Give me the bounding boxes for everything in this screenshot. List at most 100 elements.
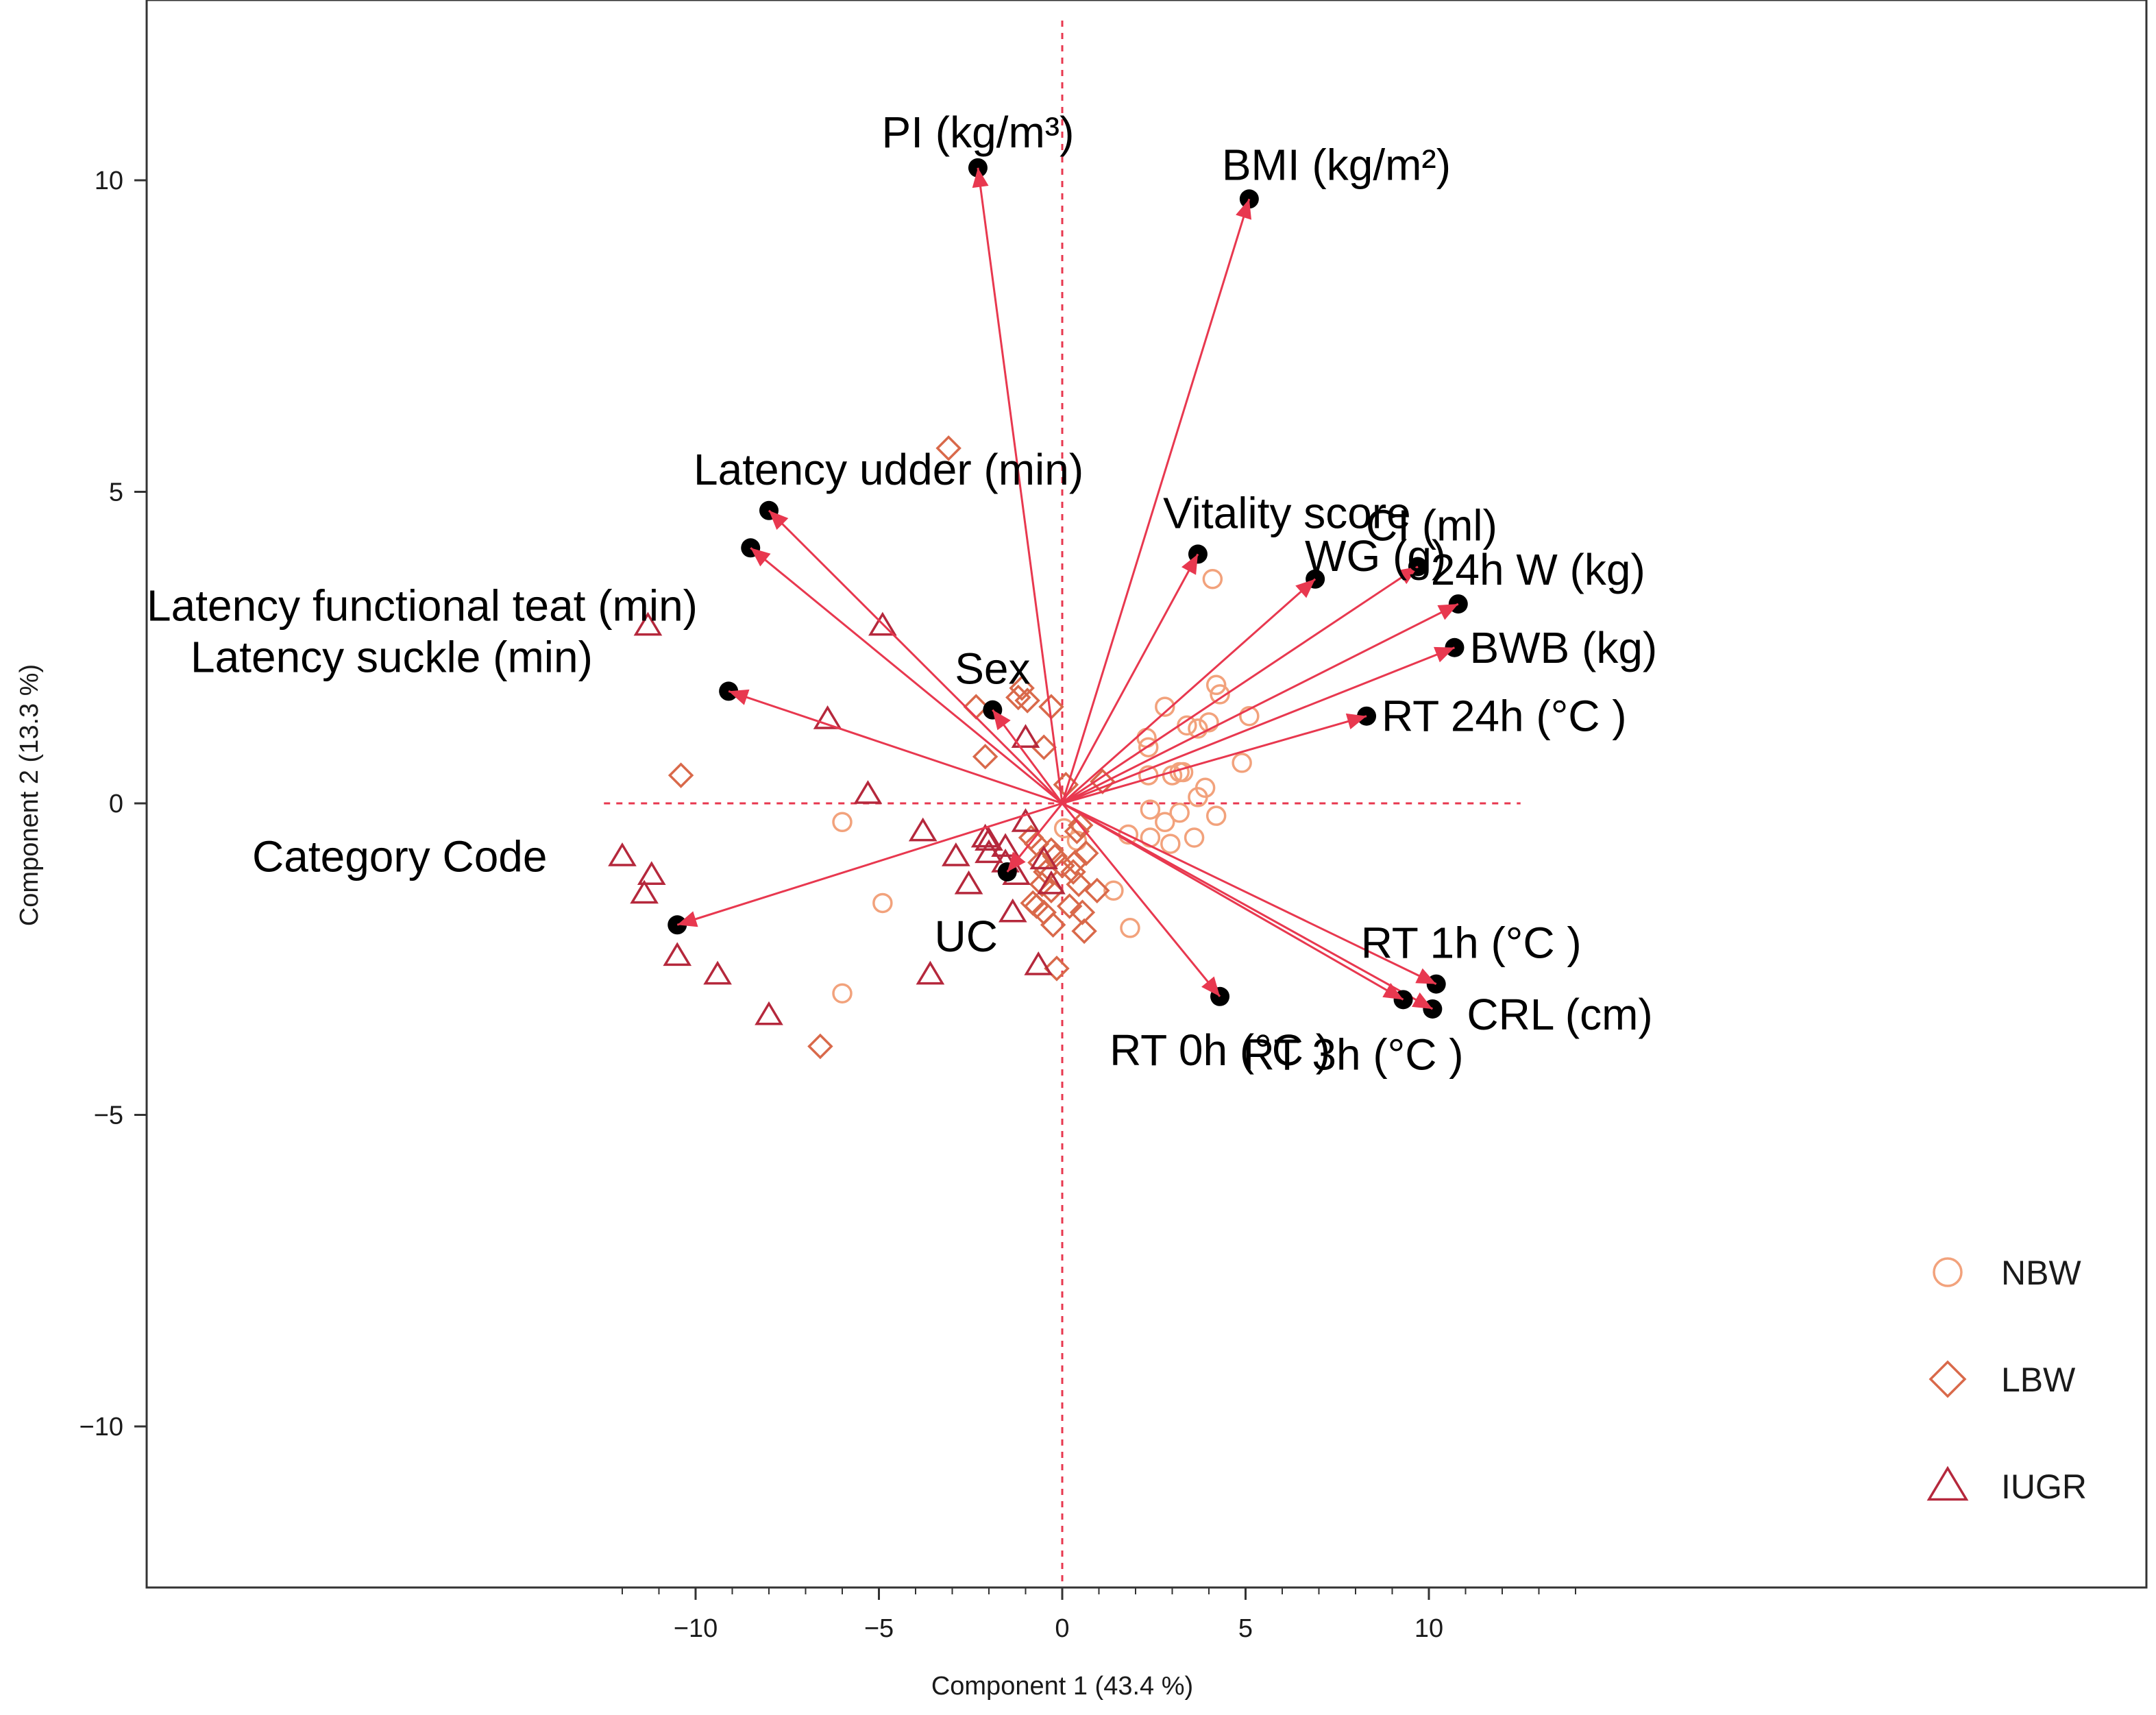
point-lbw [1005,684,1031,711]
loading-label: RT 0h (°C ) [1110,1025,1330,1075]
loading-label: RT 1h (°C ) [1361,919,1582,968]
loading-arrow [1061,198,1251,804]
point-iugr [813,705,842,729]
point-iugr [975,827,1003,851]
x-tick-label: −5 [864,1614,894,1643]
arrow-head [769,510,789,531]
point-nbw [1239,705,1260,727]
loading-arrow [1062,802,1434,1010]
point-nbw [1169,802,1190,823]
loading-label: Latency udder (min) [694,445,1083,494]
arrow-head [1295,579,1316,598]
point-iugr [608,842,637,866]
point-iugr [916,960,945,985]
point-nbw [1232,753,1252,773]
point-nbw [1205,805,1227,826]
loading-arrow [1062,646,1456,805]
point-lbw [1014,688,1040,714]
arrow-head [728,689,750,705]
point-nbw [1184,827,1205,848]
loading-label: PI (kg/m³) [882,108,1075,157]
loading-arrow [1061,803,1221,997]
legend-marker-lbw [1928,1360,1967,1398]
loading-label: UC [935,912,998,961]
loading-label: RT 3h (°C ) [1243,1030,1464,1079]
arrow-head [1412,992,1433,1009]
legend-label-lbw: LBW [2001,1361,2076,1399]
point-lbw [1069,899,1096,925]
loading-label: WG (g) [1305,531,1446,581]
point-nbw [1160,834,1181,854]
point-lbw [1009,675,1035,701]
arrow-head [677,911,698,927]
loading-labels: PI (kg/m³) BMI (kg/m²) Latency udder (min)… [147,108,1657,1080]
loading-arrow [1062,603,1459,805]
x-axis: −10 −5 0 5 10 [147,1586,2146,1643]
loading-label: Category Code [252,831,547,881]
legend-marker-iugr [1926,1465,1969,1501]
point-lbw [1062,849,1088,876]
y-tick-label: −10 [79,1413,123,1442]
legend-marker-nbw [1933,1257,1963,1287]
point-nbw [1205,674,1227,696]
point-iugr [1029,845,1059,870]
x-tick-label: −10 [674,1614,718,1643]
arrow-head [1382,982,1404,1000]
point-lbw [1066,871,1092,897]
point-nbw [1210,684,1230,705]
point-nbw [1138,737,1159,757]
point-nbw [1199,712,1219,733]
point-iugr [1011,724,1040,748]
loading-arrow [1061,553,1199,804]
arrow-head [972,167,989,188]
point-nbw [832,812,853,833]
arrow-head [750,548,771,567]
x-tick-label: 0 [1055,1614,1069,1643]
observation-points [608,435,1260,1060]
loading-label: Sex [955,644,1030,694]
point-nbw [1155,696,1175,717]
point-lbw [972,744,999,770]
point-iugr [630,879,659,904]
y-tick-label: 5 [109,478,123,507]
point-lbw [667,762,694,788]
point-nbw [1140,799,1161,820]
point-iugr [954,870,983,895]
point-iugr [1024,951,1053,975]
loading-label: Latency functional teat (min) [147,581,698,630]
x-axis-title: Component 1 (43.4 %) [931,1672,1193,1701]
legend: NBW LBW IUGR [1926,1254,2087,1506]
x-tick-label: 5 [1238,1614,1253,1643]
loading-arrow [992,709,1064,804]
point-iugr [633,611,663,636]
point-iugr [868,611,897,636]
point-iugr [755,1001,783,1025]
loading-arrow [1062,578,1316,805]
point-nbw [1103,880,1124,901]
loading-label: CRL (cm) [1467,990,1652,1039]
loading-label: BWB (kg) [1469,623,1657,672]
loading-arrow [728,690,1063,805]
point-lbw [935,435,961,461]
arrow-head [1433,646,1455,663]
point-iugr [998,898,1027,923]
loading-arrow [676,802,1063,926]
point-lbw [1044,956,1070,982]
loading-label: Vitality score [1163,488,1411,537]
arrow-head [992,709,1011,731]
point-iugr [1011,807,1040,832]
arrow-head [1201,976,1221,997]
arrow-head [1437,604,1458,620]
point-lbw [1068,812,1094,838]
loading-label: CI (ml) [1366,501,1497,550]
loading-arrow [750,547,1063,805]
loading-arrow [977,167,1064,804]
point-iugr [991,833,1020,858]
y-tick-label: 0 [109,790,123,818]
point-lbw [1040,912,1066,938]
point-nbw [1188,718,1208,739]
loading-label: 24h W (kg) [1431,545,1645,594]
y-tick-label: 10 [95,167,123,195]
arrow-head [1007,851,1026,872]
